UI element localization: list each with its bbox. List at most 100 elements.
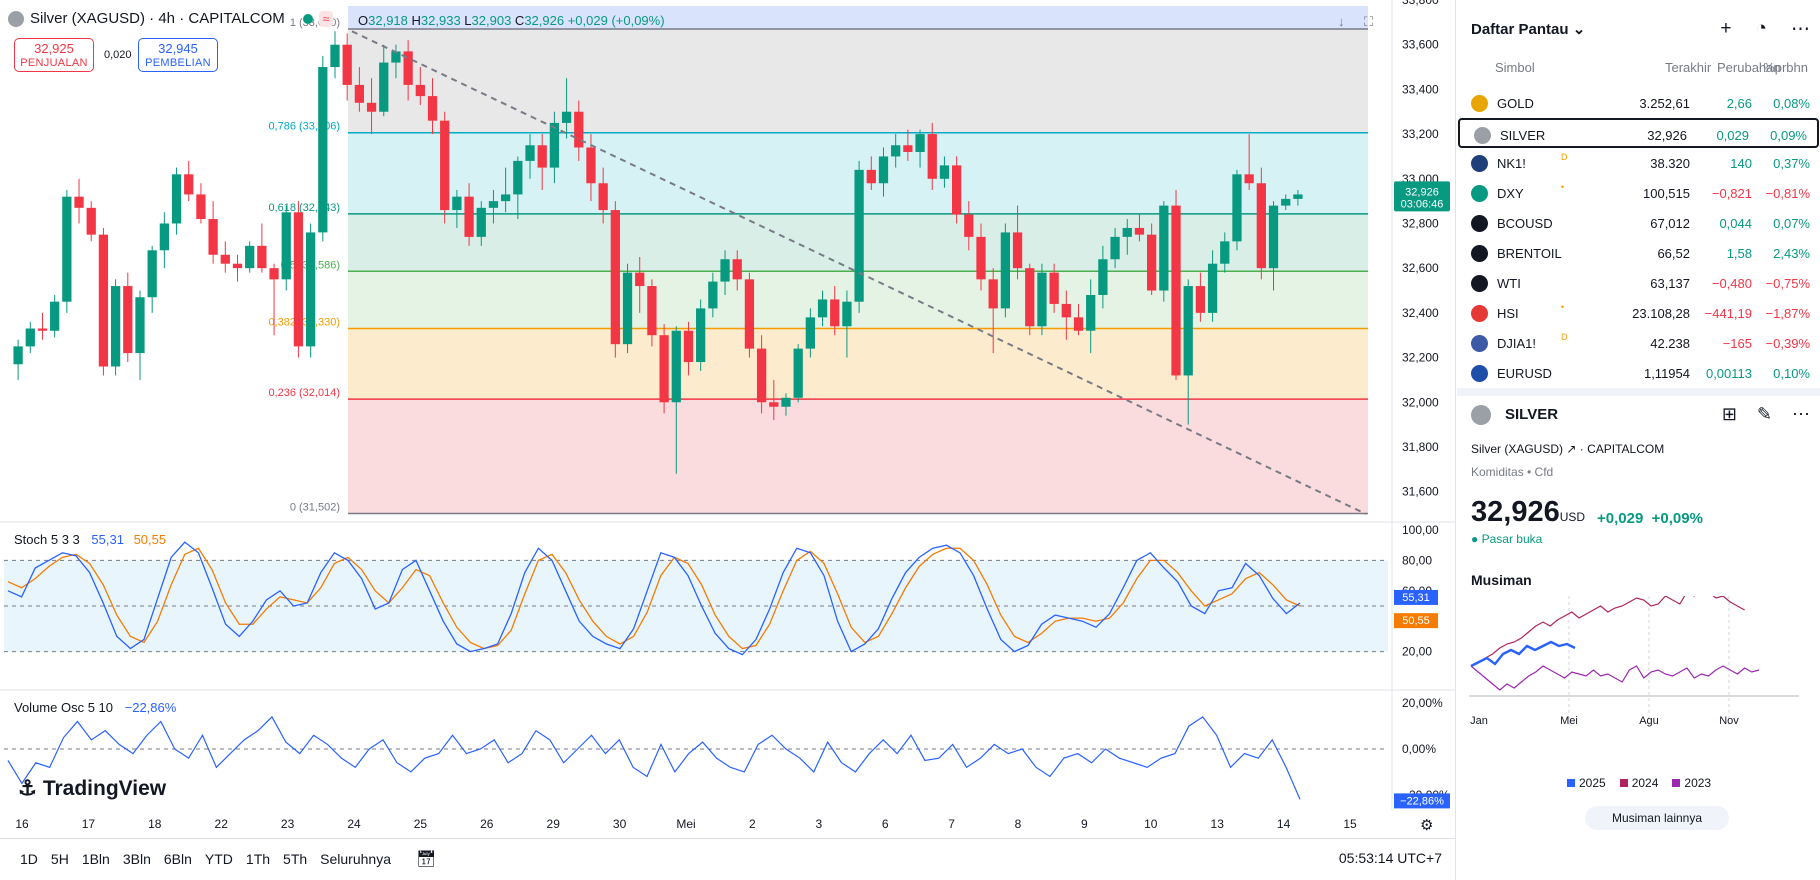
watchlist-row[interactable]: EURUSD 1,11954 0,00113 0,10% [1457, 358, 1820, 388]
watchlist-pct: 0,10% [1773, 366, 1810, 381]
watchlist-pct: 0,08% [1773, 96, 1810, 111]
watchlist-row[interactable]: BRENTOIL 66,52 1,58 2,43% [1457, 238, 1820, 268]
candle-body [891, 145, 901, 157]
candle-body [1134, 227, 1145, 235]
time-axis-tick: 3 [815, 817, 822, 831]
volume-osc-legend[interactable]: Volume Osc 5 10 −22,86% [14, 700, 176, 715]
grid-icon[interactable]: ⊞ [1721, 404, 1737, 424]
time-axis-tick: 29 [547, 817, 561, 831]
sell-button[interactable]: 32,925 PENJUALAN [14, 38, 94, 72]
candle-body [586, 147, 596, 184]
time-axis-tick: 13 [1211, 817, 1225, 831]
timeframe-1th[interactable]: 1Th [245, 850, 271, 867]
chart-area[interactable]: 1 (33,670)0,786 (33,206)0,618 (32,843)0,… [0, 0, 1456, 880]
col-symbol[interactable]: Simbol [1495, 60, 1535, 75]
watchlist-row[interactable]: HSI • 23.108,28 −441,19 −1,87% [1457, 298, 1820, 328]
more-icon[interactable]: ⋯ [1792, 404, 1810, 424]
seasonal-chart[interactable]: Jan Mei Agu Nov [1469, 596, 1809, 736]
date-range-icon[interactable]: 📅︎ [415, 850, 437, 868]
candle-body [147, 250, 157, 298]
timeframe-all[interactable]: Seluruhnya [320, 850, 391, 867]
time-axis-tick: 25 [414, 817, 428, 831]
market-status: ● Pasar buka [1471, 532, 1543, 546]
watchlist-row[interactable]: SILVER 32,926 0,029 0,09% [1458, 118, 1819, 148]
stoch-k-tag-value: 55,31 [1402, 592, 1430, 604]
more-icon[interactable]: ⋯ [1791, 19, 1810, 40]
price-axis-tick: 32,600 [1402, 261, 1439, 275]
candle-body [1281, 198, 1291, 206]
timeframe-6bln[interactable]: 6Bln [163, 850, 192, 867]
col-pct[interactable]: %prbhn [1763, 60, 1808, 75]
candle-body [878, 156, 889, 184]
col-last[interactable]: Terakhir [1665, 60, 1712, 75]
watchlist-row[interactable]: BCOUSD 67,012 0,044 0,07% [1457, 208, 1820, 238]
tradingview-logo[interactable]: ⚓︎ TradingView [18, 776, 166, 801]
us-flag-icon [1471, 335, 1488, 352]
watchlist-change: 0,00113 [1705, 366, 1752, 381]
seasonal-line-2025 [1470, 640, 1576, 668]
stoch-k-value: 55,31 [91, 532, 124, 547]
time-axis-tick: 24 [347, 817, 361, 831]
details-name[interactable]: Silver (XAGUSD) ↗ · CAPITALCOM [1471, 442, 1665, 456]
time-axis-tick: 2 [749, 817, 756, 831]
seasonal-month-label: Jan [1470, 715, 1488, 727]
edit-icon[interactable]: ✎ [1756, 404, 1772, 424]
external-link-icon[interactable]: ↗ [1566, 442, 1577, 456]
timeframe-5th[interactable]: 5Th [283, 850, 308, 867]
stoch-legend[interactable]: Stoch 5 3 3 55,31 50,55 [14, 532, 166, 547]
details-change-pct: +0,09% [1651, 510, 1703, 527]
watchlist-last: 1,11954 [1643, 366, 1690, 381]
candle-body [159, 223, 169, 251]
candle-body [440, 120, 450, 211]
chart-pie-icon[interactable]: ◔ [1755, 18, 1767, 39]
stoch-d-tag-value: 50,55 [1402, 615, 1430, 627]
col-change[interactable]: Perubahan [1717, 60, 1781, 75]
candle-body [269, 268, 279, 280]
symbol-title[interactable]: Silver (XAGUSD) · 4h · CAPITALCOM [30, 10, 285, 27]
candle-body [257, 245, 267, 269]
add-symbol-icon[interactable]: + [1720, 18, 1732, 39]
legend-2025: 2025 [1567, 776, 1606, 790]
timeframe-3bln[interactable]: 3Bln [122, 850, 151, 867]
timeframe-ytd[interactable]: YTD [204, 850, 233, 867]
buy-button[interactable]: 32,945 PEMBELIAN [138, 38, 218, 72]
candle-body [659, 335, 669, 403]
candle-body [74, 196, 84, 208]
candle-body [1244, 174, 1254, 184]
timeframe-5h[interactable]: 5H [50, 850, 69, 867]
legend-2024: 2024 [1619, 776, 1658, 790]
watchlist-mark: D [1561, 152, 1568, 162]
clock[interactable]: 05:53:14 UTC+7 [1338, 850, 1442, 866]
gold-icon [1471, 95, 1488, 112]
watchlist-pct: −0,81% [1765, 186, 1810, 201]
timeframe-1bln[interactable]: 1Bln [81, 850, 110, 867]
more-seasonals-button[interactable]: Musiman lainnya [1585, 806, 1729, 830]
candle-body [708, 281, 718, 309]
watchlist-symbol: DXY [1497, 186, 1524, 201]
candle-body [988, 279, 998, 309]
timeframe-1d[interactable]: 1D [20, 850, 38, 867]
price-axis-tick: 32,000 [1402, 395, 1439, 409]
watchlist-row[interactable]: WTI 63,137 −0,480 −0,75% [1457, 268, 1820, 298]
watchlist-row[interactable]: DXY • 100,515 −0,821 −0,81% [1457, 178, 1820, 208]
time-axis-tick: 23 [281, 817, 295, 831]
candle-body [732, 259, 742, 280]
watchlist-symbol: GOLD [1497, 96, 1534, 111]
candle-body [342, 44, 352, 85]
watchlist-row[interactable]: DJIA1! D 42.238 −165 −0,39% [1457, 328, 1820, 358]
watchlist-row[interactable]: NK1! D 38.320 140 0,37% [1457, 148, 1820, 178]
watchlist-pct: 2,43% [1773, 246, 1810, 261]
price-axis-tick: 31,600 [1402, 485, 1439, 499]
watchlist-pct: 0,37% [1773, 156, 1810, 171]
candle-body [501, 194, 511, 202]
watchlist-title[interactable]: Daftar Pantau ⌄ [1471, 21, 1586, 38]
candle-body [62, 196, 72, 302]
symbol-header[interactable]: Silver (XAGUSD) · 4h · CAPITALCOM ≈ [8, 10, 334, 27]
chart-canvas[interactable]: 1 (33,670)0,786 (33,206)0,618 (32,843)0,… [0, 0, 1456, 838]
low-value: 32,903 [471, 13, 512, 28]
watchlist-row[interactable]: GOLD 3.252,61 2,66 0,08% [1457, 88, 1820, 118]
buy-label: PEMBELIAN [145, 57, 211, 69]
candle-body [50, 301, 60, 331]
silver-icon [8, 10, 24, 27]
time-axis-tick: 22 [215, 817, 229, 831]
